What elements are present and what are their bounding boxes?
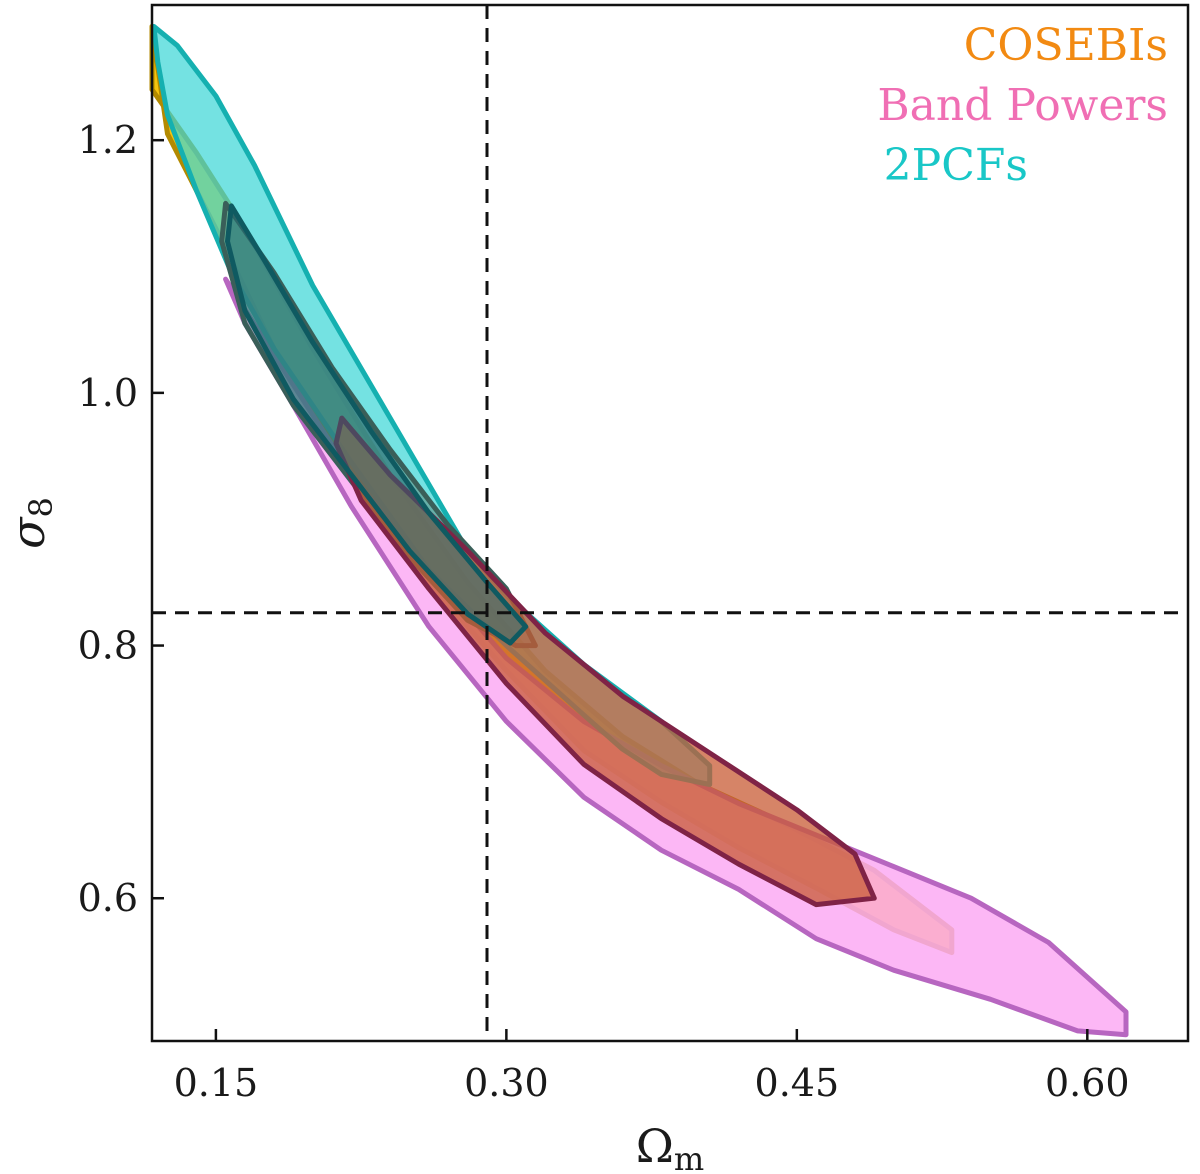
contour-inner-2pcfs <box>225 203 529 646</box>
x-tick-label: 0.15 <box>174 1061 259 1105</box>
x-axis-label: Ωm <box>636 1119 704 1174</box>
contour-inner-band-powers <box>333 415 877 908</box>
y-tick-label: 0.8 <box>78 624 138 668</box>
legend: COSEBIs Band Powers 2PCFs <box>877 20 1168 191</box>
x-tick-label: 0.60 <box>1045 1061 1130 1105</box>
x-axis-ticks: 0.15 0.30 0.45 0.60 <box>174 1029 1130 1105</box>
plot-background <box>152 5 1188 1041</box>
y-axis-label-main: σ <box>1 516 55 549</box>
y-axis-label: σ8 <box>1 497 60 549</box>
legend-2pcfs: 2PCFs <box>884 140 1028 191</box>
y-tick-label: 1.0 <box>78 371 138 415</box>
plot-frame <box>150 3 1190 1043</box>
y-tick-label: 0.6 <box>78 876 138 920</box>
x-tick-label: 0.45 <box>755 1061 840 1105</box>
x-axis-label-main: Ω <box>636 1119 674 1173</box>
legend-cosebis: COSEBIs <box>964 20 1168 71</box>
contour-layer <box>149 24 1129 1038</box>
x-axis-label-sub: m <box>674 1140 704 1174</box>
y-axis-label-sub: 8 <box>22 497 60 517</box>
x-tick-label: 0.30 <box>464 1061 549 1105</box>
legend-band-powers: Band Powers <box>877 80 1168 131</box>
y-tick-label: 1.2 <box>78 118 138 162</box>
y-axis-ticks: 0.6 0.8 1.0 1.2 <box>78 118 164 920</box>
